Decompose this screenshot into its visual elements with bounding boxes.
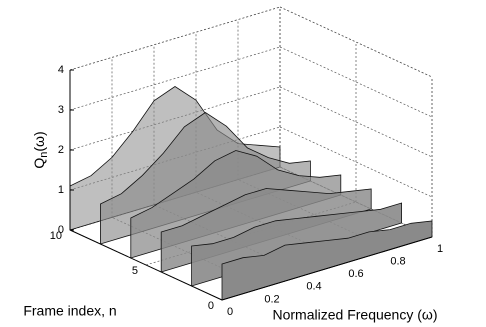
z-tick-label: 4 (58, 64, 64, 76)
grid-line (279, 6, 433, 78)
x-tick-label: 0.2 (264, 293, 279, 305)
x-tick-label: 0.8 (390, 256, 405, 268)
y-tick-label: 10 (50, 230, 62, 242)
y-axis-label: Frame index, n (23, 303, 116, 319)
x-axis-label: Normalized Frequency (ω) (273, 307, 438, 323)
y-tick-label: 0 (208, 300, 214, 312)
x-tick-label: 0.4 (306, 281, 321, 293)
x-tick-label: 0.6 (348, 268, 363, 280)
z-label-sub: n (38, 152, 50, 158)
z-tick-label: 1 (58, 184, 64, 196)
y-axis (69, 229, 223, 301)
z-label-rest: (ω) (31, 131, 47, 151)
z-axis-label: Qn(ω) (31, 131, 50, 168)
surface-row (221, 220, 433, 301)
z-tick-label: 0 (58, 224, 64, 236)
grid-line (69, 46, 281, 111)
z-tick-label: 2 (58, 144, 64, 156)
x-tick-label: 0 (227, 306, 233, 318)
x-axis (221, 236, 433, 301)
z-tick-label: 3 (58, 104, 64, 116)
y-tick-label: 5 (132, 265, 138, 277)
z-label-main: Q (31, 158, 47, 169)
x-tick-label: 1 (437, 243, 443, 255)
grid-line (69, 6, 281, 71)
